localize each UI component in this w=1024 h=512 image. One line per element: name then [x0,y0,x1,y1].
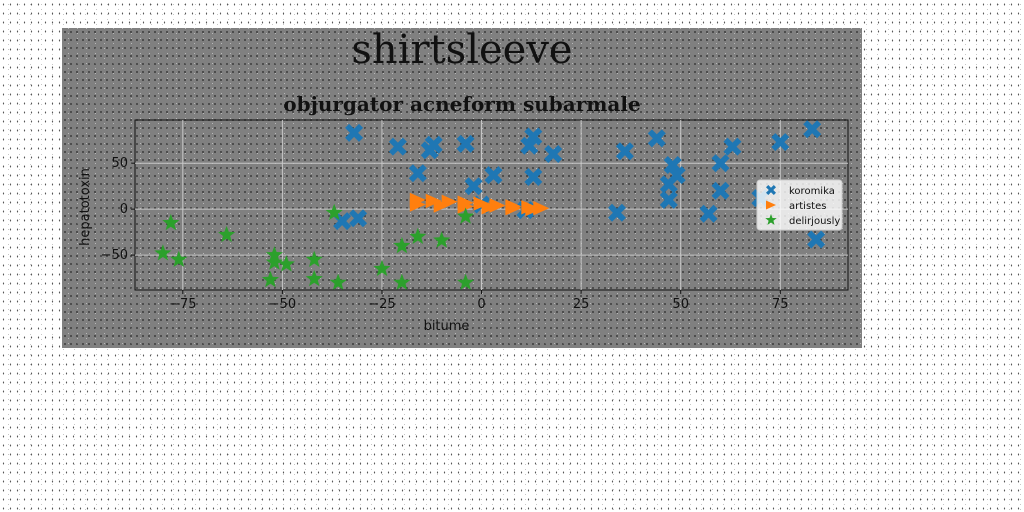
data-point-artistes [457,199,474,214]
x-tick-label: 25 [573,297,590,312]
data-point-koromika [615,142,634,161]
data-point-koromika [388,137,407,156]
data-point-koromika [524,168,543,186]
y-tick-label: −50 [101,248,128,263]
data-point-koromika [408,164,427,183]
data-point-koromika [484,166,503,185]
data-point-koromika [807,230,826,249]
legend-marker-artistes [766,200,776,210]
x-tick-label: 50 [672,297,689,312]
data-point-koromika [345,123,364,142]
data-point-koromika [659,175,678,194]
y-axis-label: hepatotoxin [78,168,93,246]
data-point-delirjously [329,273,347,290]
data-point-delirjously [305,270,323,287]
x-tick-label: −25 [368,297,395,312]
data-point-koromika [711,181,730,200]
legend-box [756,179,843,231]
data-point-delirjously [433,231,451,248]
data-point-delirjously [457,273,475,290]
data-point-koromika [711,154,730,173]
y-tick-label: 50 [111,156,128,171]
legend-marker-koromika [766,185,776,195]
legend-label: koromika [789,186,835,197]
data-point-koromika [803,120,822,139]
data-point-koromika [424,135,443,154]
x-tick-label: 75 [772,297,789,312]
data-point-delirjously [409,227,427,244]
data-point-koromika [699,204,718,223]
data-point-delirjously [154,244,172,261]
data-point-koromika [723,137,742,156]
data-point-delirjously [457,207,475,224]
data-point-delirjously [277,255,295,272]
legend-marker-delirjously [765,214,777,225]
data-point-koromika [647,129,666,148]
data-point-koromika [659,190,678,209]
legend-label: delirjously [789,216,840,227]
data-point-koromika [349,209,368,228]
data-point-koromika [524,127,543,146]
data-point-koromika [456,134,475,153]
data-point-artistes [525,201,542,217]
data-point-artistes [489,198,506,213]
data-point-artistes [409,197,426,212]
y-tick-label: 0 [120,202,128,217]
data-point-delirjously [393,236,411,254]
data-point-delirjously [373,259,391,277]
data-point-artistes [481,200,498,215]
data-point-delirjously [305,250,323,267]
x-tick-label: −75 [169,297,196,312]
chart-title: objurgator acneform subarmale [283,92,641,116]
data-point-artistes [533,201,550,216]
data-point-delirjously [162,213,180,231]
data-point-delirjously [218,225,236,243]
data-point-delirjously [261,270,279,288]
data-point-koromika [663,156,682,174]
figure-background: shirtsleeve [62,28,862,348]
data-point-delirjously [265,253,283,270]
chart-suptitle: shirtsleeve [351,27,573,73]
x-tick-label: 0 [477,297,485,312]
data-point-koromika [544,145,563,163]
legend-label: artistes [789,201,826,212]
data-point-delirjously [170,250,188,267]
data-point-artistes [433,198,450,213]
x-axis-label: bitume [424,319,470,334]
data-point-artistes [505,201,522,216]
data-point-koromika [608,203,626,222]
x-tick-label: −50 [269,297,296,312]
data-point-koromika [464,177,483,196]
data-point-delirjously [393,273,411,290]
plot-area [134,119,849,291]
data-point-koromika [771,133,790,152]
data-point-delirjously [325,203,343,221]
